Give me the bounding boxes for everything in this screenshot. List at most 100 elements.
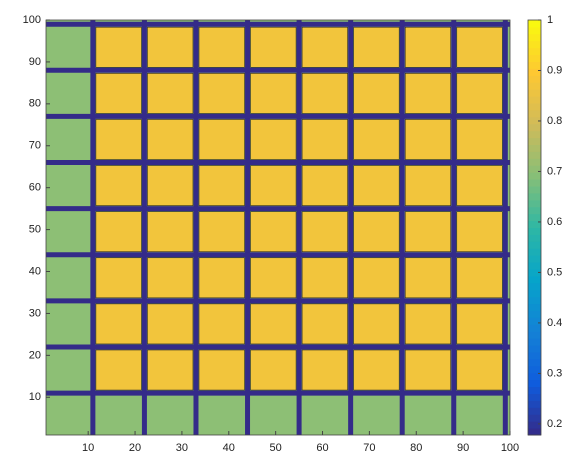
colorbar-step bbox=[528, 255, 541, 263]
block bbox=[353, 349, 400, 391]
colorbar-step bbox=[528, 54, 541, 62]
block bbox=[147, 165, 194, 206]
block bbox=[95, 119, 142, 160]
block bbox=[456, 211, 503, 253]
block bbox=[95, 257, 142, 299]
colorbar-step bbox=[528, 331, 541, 339]
block bbox=[404, 165, 452, 206]
block bbox=[404, 257, 452, 299]
x-tick-label: 20 bbox=[129, 442, 141, 454]
block bbox=[147, 119, 194, 160]
block bbox=[198, 257, 245, 299]
colorbar-step bbox=[528, 158, 541, 166]
block bbox=[250, 73, 297, 114]
colorbar-step bbox=[528, 282, 541, 291]
colorbar-step bbox=[528, 248, 541, 256]
colorbar-step bbox=[528, 165, 541, 173]
block bbox=[353, 303, 400, 345]
colorbar-step bbox=[528, 241, 541, 249]
block bbox=[198, 303, 245, 345]
block bbox=[95, 349, 142, 391]
colorbar-step bbox=[528, 20, 541, 28]
colorbar-step bbox=[528, 172, 541, 180]
colorbar-step bbox=[528, 310, 541, 318]
x-tick-label: 30 bbox=[176, 442, 188, 454]
block bbox=[404, 26, 452, 68]
block bbox=[404, 73, 452, 114]
colorbar-step bbox=[528, 421, 541, 429]
colorbar-step bbox=[528, 33, 541, 42]
colorbar-step bbox=[528, 400, 541, 408]
block bbox=[250, 303, 297, 345]
block bbox=[147, 257, 194, 299]
colorbar-step bbox=[528, 358, 541, 367]
block bbox=[147, 73, 194, 114]
block bbox=[301, 26, 348, 68]
x-tick-label: 40 bbox=[223, 442, 235, 454]
colorbar-step bbox=[528, 109, 541, 118]
block bbox=[95, 303, 142, 345]
block bbox=[95, 73, 142, 114]
colorbar-tick-label: 1 bbox=[547, 14, 553, 26]
colorbar-tick-label: 0.3 bbox=[547, 367, 562, 379]
colorbar-step bbox=[528, 192, 541, 201]
colorbar-step bbox=[528, 379, 541, 388]
plot-frame bbox=[45, 19, 511, 436]
block bbox=[250, 165, 297, 206]
colorbar-step bbox=[528, 289, 541, 298]
colorbar-step bbox=[528, 345, 541, 353]
block bbox=[456, 257, 503, 299]
block bbox=[198, 211, 245, 253]
colorbar-step bbox=[528, 68, 541, 76]
block bbox=[198, 165, 245, 206]
colorbar-tick-label: 0.8 bbox=[547, 115, 562, 127]
block bbox=[250, 257, 297, 299]
block bbox=[198, 73, 245, 114]
colorbar-step bbox=[528, 82, 541, 90]
x-tick-label: 10 bbox=[82, 442, 94, 454]
colorbar-step bbox=[528, 75, 541, 83]
block bbox=[301, 119, 348, 160]
block bbox=[456, 119, 503, 160]
x-tick-label: 50 bbox=[270, 442, 282, 454]
block bbox=[250, 119, 297, 160]
colorbar-tick-label: 0.4 bbox=[547, 317, 562, 329]
colorbar-step bbox=[528, 186, 541, 194]
colorbar-step bbox=[528, 206, 541, 215]
colorbar-step bbox=[528, 61, 541, 69]
block bbox=[404, 303, 452, 345]
colorbar-step bbox=[528, 269, 541, 277]
colorbar-step bbox=[528, 103, 541, 111]
colorbar-step bbox=[528, 386, 541, 394]
colorbar-step bbox=[528, 414, 541, 422]
x-tick-label: 80 bbox=[410, 442, 422, 454]
y-tick-label: 60 bbox=[29, 182, 41, 194]
colorbar-step bbox=[528, 151, 541, 159]
colorbar-step bbox=[528, 393, 541, 401]
colorbar-step bbox=[528, 47, 541, 56]
colorbar-step bbox=[528, 116, 541, 125]
colorbar-tick-label: 0.2 bbox=[547, 418, 562, 430]
colorbar-step bbox=[528, 428, 541, 436]
block bbox=[404, 349, 452, 391]
colorbar-tick-label: 0.6 bbox=[547, 216, 562, 228]
block bbox=[456, 26, 503, 68]
colorbar-step bbox=[528, 179, 541, 187]
block bbox=[353, 119, 400, 160]
block bbox=[456, 165, 503, 206]
block bbox=[456, 303, 503, 345]
block bbox=[198, 349, 245, 391]
colorbar-step bbox=[528, 352, 541, 360]
colorbar-step bbox=[528, 338, 541, 346]
colorbar-step bbox=[528, 317, 541, 325]
block bbox=[95, 211, 142, 253]
colorbar-step bbox=[528, 123, 541, 132]
y-tick-label: 50 bbox=[29, 224, 41, 236]
block bbox=[456, 73, 503, 114]
colorbar-step bbox=[528, 365, 541, 374]
y-tick-label: 10 bbox=[29, 391, 41, 403]
block bbox=[147, 349, 194, 391]
block bbox=[301, 349, 348, 391]
x-tick-label: 60 bbox=[316, 442, 328, 454]
block bbox=[404, 211, 452, 253]
